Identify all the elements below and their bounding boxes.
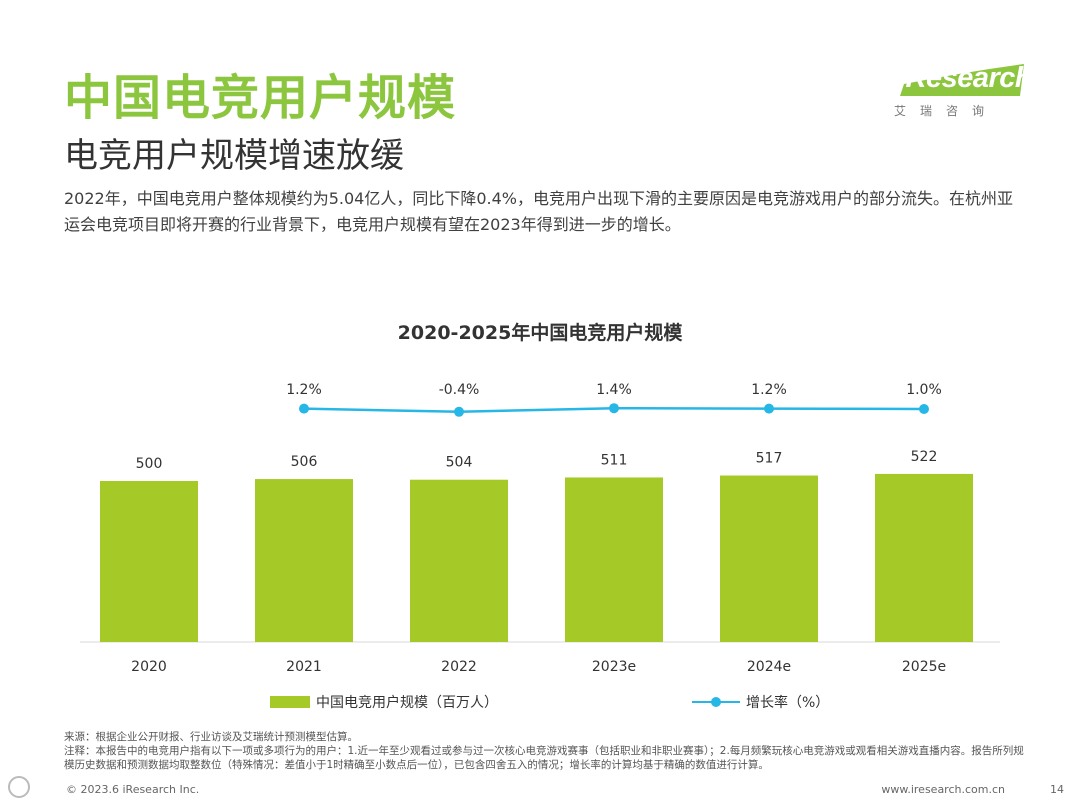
legend-bar-label: 中国电竞用户规模（百万人） [316, 695, 498, 711]
logo-cn-text: 艾瑞咨询 [894, 104, 999, 118]
x-tick-2025e: 2025e [902, 659, 946, 675]
remark-note: 注释：本报告中的电竞用户指有以下一项或多项行为的用户：1.近一年至少观看过或参与… [64, 745, 1024, 771]
growth-point-2021 [299, 403, 309, 414]
x-tick-2023e: 2023e [592, 659, 636, 675]
page-subtitle: 电竞用户规模增速放缓 [64, 136, 404, 176]
footer-url: www.iresearch.com.cn [881, 783, 1005, 796]
bar-2025e [875, 473, 973, 642]
page-title: 中国电竞用户规模 [64, 70, 457, 126]
bar-label-2025e: 522 [911, 449, 938, 465]
bar-label-2022: 504 [446, 455, 473, 471]
iresearch-logo: iResearch 艾瑞咨询 [892, 56, 1033, 122]
x-tick-2024e: 2024e [747, 659, 791, 675]
bar-label-2020: 500 [136, 456, 163, 472]
bar-2021 [255, 479, 353, 642]
intro-paragraph: 2022年，中国电竞用户整体规模约为5.04亿人，同比下降0.4%，电竞用户出现… [64, 189, 1013, 234]
page-number: 14 [1050, 783, 1064, 796]
growth-label-2023e: 1.4% [596, 382, 632, 398]
logo-swoosh-icon [900, 64, 1024, 96]
source-note: 来源：根据企业公开财报、行业访谈及艾瑞统计预测模型估算。 [64, 731, 358, 743]
bar-2023e [565, 477, 663, 642]
legend-bar-swatch [270, 696, 310, 708]
bar-2020 [100, 481, 198, 642]
growth-label-2025e: 1.0% [906, 382, 942, 398]
growth-label-2021: 1.2% [286, 382, 322, 398]
watermark-icon [8, 776, 30, 798]
legend-line-swatch [692, 695, 740, 709]
growth-label-2024e: 1.2% [751, 382, 787, 398]
growth-point-2025e [919, 404, 929, 414]
bar-label-2023e: 511 [601, 452, 628, 468]
footer-copyright: © 2023.6 iResearch Inc. [66, 783, 200, 796]
growth-point-2023e [609, 403, 619, 414]
legend-line-label: 增长率（%） [746, 695, 830, 711]
legend-item-bar: 中国电竞用户规模（百万人） [270, 692, 498, 712]
legend-item-line: 增长率（%） [692, 692, 829, 712]
growth-label-2022: -0.4% [439, 382, 480, 398]
x-tick-2021: 2021 [286, 659, 322, 675]
bar-label-2021: 506 [291, 454, 318, 470]
bar-label-2024e: 517 [756, 451, 783, 467]
bar-2024e [720, 475, 818, 642]
x-tick-2020: 2020 [131, 659, 167, 675]
growth-point-2022 [454, 406, 464, 417]
bar-2022 [410, 479, 508, 642]
chart-svg: 500 2020 506 2021 504 2022 511 2023e 517 2024e 522… [80, 382, 1000, 675]
x-tick-2022: 2022 [441, 659, 477, 675]
logo-wordmark: iResearch [898, 62, 1033, 94]
chart-title: 2020-2025年中国电竞用户规模 [397, 322, 683, 344]
notes: 来源：根据企业公开财报、行业访谈及艾瑞统计预测模型估算。 注释：本报告中的电竞用… [64, 730, 1029, 772]
growth-point-2024e [764, 403, 774, 414]
